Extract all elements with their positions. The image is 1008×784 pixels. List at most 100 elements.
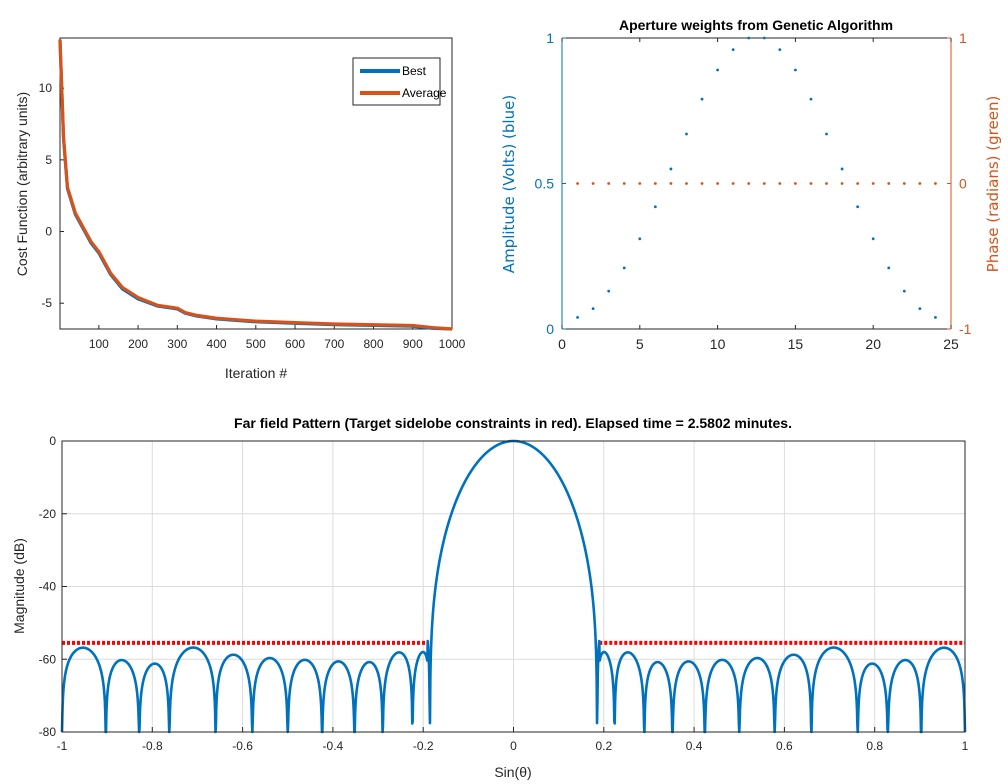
phase-point <box>794 182 797 185</box>
cost-series-line-average <box>58 39 453 331</box>
cost-y-label: Cost Function (arbitrary units) <box>14 92 30 276</box>
cost-y-tick-label: -5 <box>41 296 52 310</box>
aperture-y-ticks-left: 00.51 <box>535 30 566 337</box>
aperture-y-ticks-right: -1 0 1 <box>947 30 972 337</box>
aperture-y-tick-label-right: 0 <box>959 176 967 192</box>
amplitude-point <box>638 237 642 241</box>
phase-point <box>902 182 906 185</box>
legend-label-average: Average <box>402 86 447 100</box>
farfield-x-tick-label: 0.2 <box>595 739 612 753</box>
amplitude-point <box>794 68 797 72</box>
phase-point <box>762 182 766 185</box>
cost-x-ticks: 100 200 300 400 500 600 700 800 900 1000 <box>89 325 466 351</box>
aperture-y-label-right: Phase (radians) (green) <box>984 96 1002 273</box>
cost-series <box>58 39 453 331</box>
amplitude-point <box>731 48 735 52</box>
amplitude-point <box>607 289 611 293</box>
amplitude-point <box>856 205 860 209</box>
aperture-x-tick-label: 10 <box>710 336 726 352</box>
farfield-x-tick-label: -0.8 <box>142 739 163 753</box>
farfield-x-tick-label: -0.2 <box>413 739 434 753</box>
cost-x-tick-label: 800 <box>364 337 384 351</box>
aperture-x-tick-label: 20 <box>865 336 881 352</box>
phase-point <box>685 182 688 185</box>
aperture-x-ticks: 0 5 10 15 20 25 <box>558 38 959 352</box>
aperture-y-tick-label-left: 0 <box>546 321 554 337</box>
phase-point <box>669 182 673 185</box>
cost-x-tick-label: 600 <box>285 337 305 351</box>
cost-legend: Best Average <box>352 57 447 106</box>
aperture-y-tick-label-right: 1 <box>959 30 967 46</box>
farfield-x-ticks: -1 -0.8 -0.6 -0.4 -0.2 0 0.2 0.4 0.6 0.8 1 <box>57 727 969 753</box>
aperture-x-tick-label: 5 <box>636 336 644 352</box>
phase-point <box>700 182 704 185</box>
farfield-y-tick-label: 0 <box>49 434 56 448</box>
cost-x-tick-label: 200 <box>128 337 148 351</box>
phase-point <box>607 182 611 185</box>
phase-point <box>576 182 579 185</box>
amplitude-point <box>591 307 595 311</box>
phase-point <box>871 182 875 185</box>
amplitude-point <box>887 266 891 270</box>
amplitude-point <box>669 167 673 171</box>
cost-y-ticks: 10 5 0 -5 <box>39 81 64 310</box>
cost-y-tick-label: 0 <box>45 225 52 239</box>
phase-point <box>887 182 891 185</box>
farfield-title: Far field Pattern (Target sidelobe const… <box>234 415 792 431</box>
cost-x-tick-label: 1000 <box>439 337 466 351</box>
amplitude-point <box>716 68 719 72</box>
phase-point <box>840 182 844 185</box>
amplitude-point <box>825 132 828 136</box>
aperture-x-tick-label: 25 <box>943 336 959 352</box>
amplitude-point <box>809 97 813 101</box>
aperture-y-tick-label-left: 1 <box>546 30 554 46</box>
amplitude-point <box>653 205 657 209</box>
farfield-x-tick-label: 0.4 <box>686 739 703 753</box>
phase-point <box>638 182 642 185</box>
phase-point <box>918 182 922 185</box>
aperture-y-label-left: Amplitude (Volts) (blue) <box>500 95 518 273</box>
cost-y-tick-label: 5 <box>45 153 52 167</box>
aperture-points <box>576 36 937 319</box>
amplitude-point <box>762 36 766 40</box>
farfield-y-tick-label: -60 <box>39 652 57 666</box>
amplitude-point <box>871 237 875 241</box>
amplitude-point <box>622 266 626 270</box>
legend-label-best: Best <box>402 64 427 78</box>
amplitude-point <box>778 48 782 52</box>
amplitude-point <box>747 36 751 40</box>
cost-x-tick-label: 100 <box>89 337 109 351</box>
cost-x-tick-label: 700 <box>324 337 344 351</box>
cost-x-tick-label: 300 <box>167 337 187 351</box>
farfield-x-tick-label: 0.6 <box>776 739 793 753</box>
cost-y-tick-label: 10 <box>39 81 53 95</box>
farfield-x-tick-label: 0 <box>510 739 517 753</box>
amplitude-point <box>840 167 844 171</box>
phase-point <box>856 182 860 185</box>
phase-point <box>809 182 813 185</box>
farfield-y-label: Magnitude (dB) <box>11 538 27 634</box>
phase-point <box>716 182 719 185</box>
aperture-x-tick-label: 15 <box>788 336 804 352</box>
aperture-title: Aperture weights from Genetic Algorithm <box>619 17 893 33</box>
aperture-y-tick-label-left: 0.5 <box>535 176 555 192</box>
cost-x-label: Iteration # <box>225 365 287 381</box>
cost-x-tick-label: 400 <box>207 337 227 351</box>
farfield-x-tick-label: 1 <box>962 739 969 753</box>
farfield-y-tick-label: -20 <box>39 507 57 521</box>
farfield-y-ticks: 0 -20 -40 -60 -80 <box>39 434 67 739</box>
farfield-x-tick-label: 0.8 <box>866 739 883 753</box>
farfield-x-label: Sin(θ) <box>494 764 531 780</box>
phase-point <box>622 182 626 185</box>
aperture-y-tick-label-right: -1 <box>959 321 972 337</box>
cost-x-tick-label: 500 <box>246 337 266 351</box>
amplitude-point <box>934 315 937 319</box>
farfield-y-tick-label: -80 <box>39 725 57 739</box>
farfield-x-tick-label: -0.6 <box>232 739 253 753</box>
farfield-x-tick-label: -0.4 <box>323 739 344 753</box>
phase-point <box>747 182 751 185</box>
aperture-chart: 0 5 10 15 20 25 00.51 -101 Aperture weights f… <box>500 17 1002 352</box>
phase-point <box>825 182 828 185</box>
aperture-x-tick-label: 0 <box>558 336 566 352</box>
phase-point <box>591 182 595 185</box>
